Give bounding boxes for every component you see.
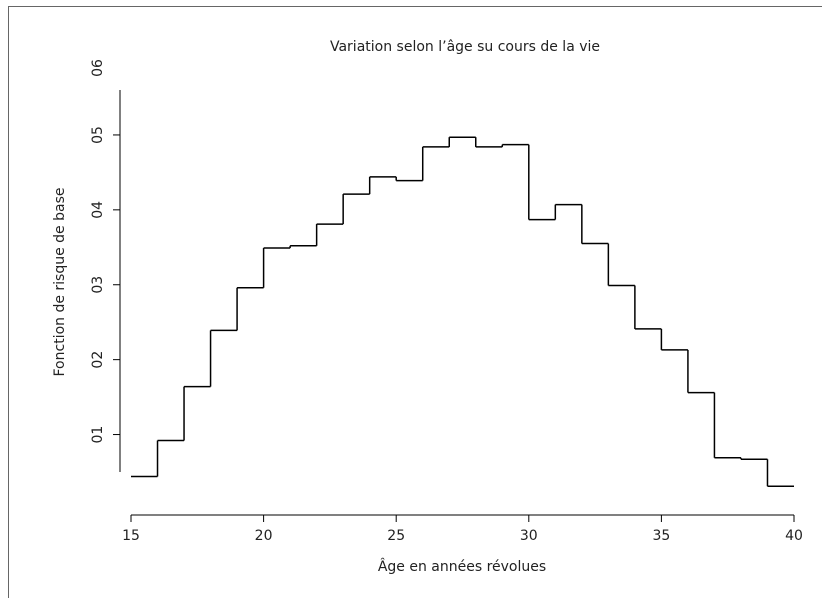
y-tick-label: 02 [90, 351, 106, 369]
y-tick-label: 04 [90, 201, 106, 219]
x-axis-label: Âge en années révolues [378, 557, 546, 575]
x-tick-label: 20 [255, 528, 273, 544]
y-tick-label: 06 [90, 59, 106, 77]
chart-title: Variation selon l’âge su cours de la vie [330, 39, 600, 55]
frame [8, 6, 822, 598]
y-axis-label: Fonction de risque de base [52, 188, 68, 377]
x-tick-label: 25 [387, 528, 405, 544]
x-tick-label: 30 [520, 528, 538, 544]
x-tick-label: 40 [785, 528, 803, 544]
y-tick-label: 05 [90, 126, 106, 144]
y-tick-label: 01 [90, 426, 106, 444]
y-tick-label: 03 [90, 276, 106, 294]
x-tick-label: 15 [122, 528, 140, 544]
x-tick-label: 35 [652, 528, 670, 544]
